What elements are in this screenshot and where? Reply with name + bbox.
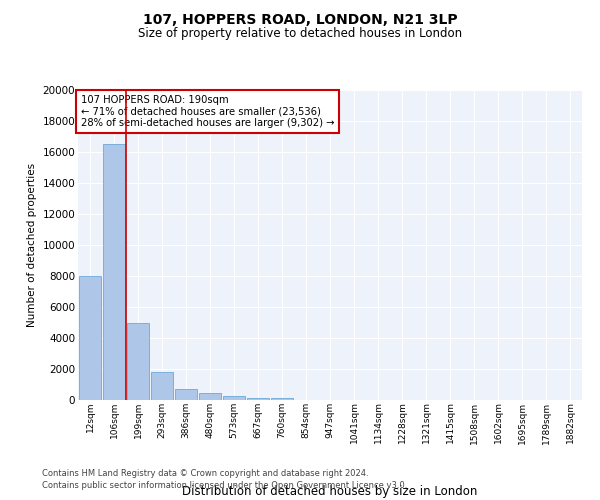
Bar [175, 389, 197, 400]
Bar [103, 144, 125, 400]
Text: Size of property relative to detached houses in London: Size of property relative to detached ho… [138, 28, 462, 40]
Y-axis label: Number of detached properties: Number of detached properties [27, 163, 37, 327]
Bar [271, 398, 293, 400]
Bar [247, 398, 269, 400]
Bar [223, 396, 245, 400]
Text: 107, HOPPERS ROAD, LONDON, N21 3LP: 107, HOPPERS ROAD, LONDON, N21 3LP [143, 12, 457, 26]
Bar [199, 392, 221, 400]
Text: Contains HM Land Registry data © Crown copyright and database right 2024.: Contains HM Land Registry data © Crown c… [42, 468, 368, 477]
Bar [79, 276, 101, 400]
Bar [127, 322, 149, 400]
Bar [151, 372, 173, 400]
Text: 107 HOPPERS ROAD: 190sqm
← 71% of detached houses are smaller (23,536)
28% of se: 107 HOPPERS ROAD: 190sqm ← 71% of detach… [80, 94, 334, 128]
Text: Contains public sector information licensed under the Open Government Licence v3: Contains public sector information licen… [42, 481, 407, 490]
X-axis label: Distribution of detached houses by size in London: Distribution of detached houses by size … [182, 485, 478, 498]
